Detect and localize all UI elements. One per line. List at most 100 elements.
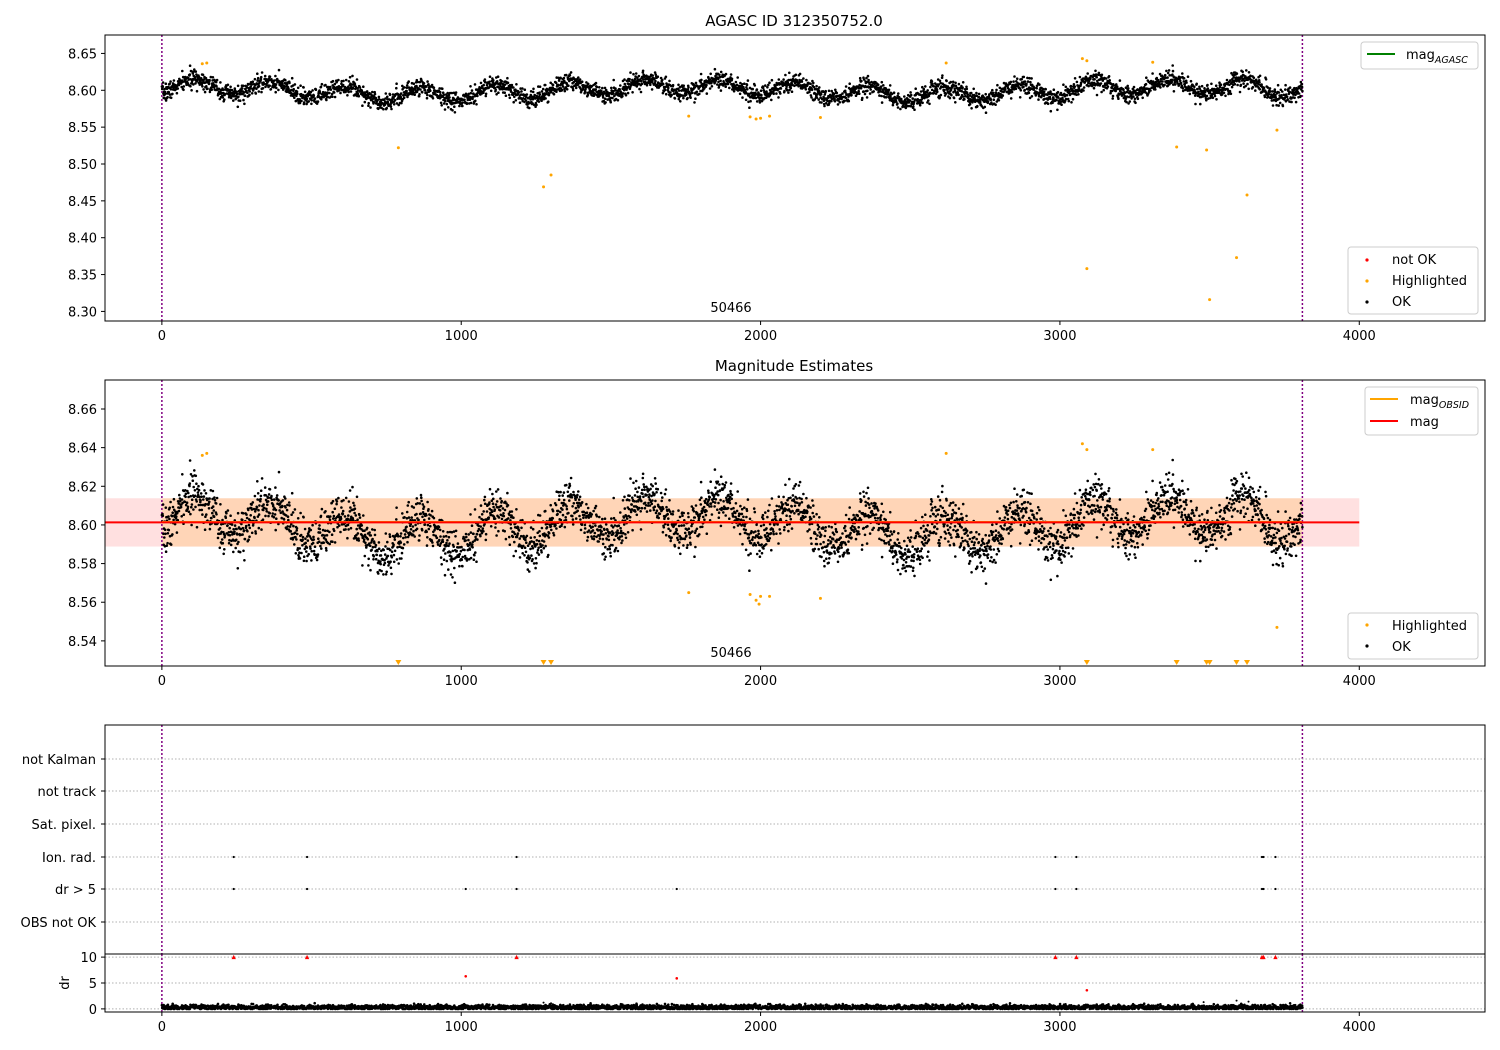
dr-not-ok-point xyxy=(1085,988,1089,992)
highlighted-point xyxy=(818,116,822,120)
flag-point xyxy=(1054,887,1057,891)
highlighted-point xyxy=(944,451,948,455)
estimates-point-legend: Highlighted OK xyxy=(1347,612,1479,660)
y-tick-label: 8.40 xyxy=(68,232,97,247)
dr-clipped-marker xyxy=(514,954,519,960)
highlighted-point xyxy=(759,116,763,120)
y-tick-label: 8.45 xyxy=(68,195,97,210)
highlighted-point xyxy=(205,61,209,65)
dr-clipped-marker xyxy=(1074,954,1079,960)
agasc-point-legend: not OK Highlighted OK xyxy=(1347,246,1479,315)
dr-panel: 0 1000 2000 3000 4000 0 5 10 dr xyxy=(58,951,1486,1035)
estimates-axes-frame xyxy=(104,379,1486,667)
flag-point xyxy=(232,887,235,891)
highlighted-point xyxy=(1205,148,1209,152)
highlighted-point xyxy=(1175,145,1179,149)
legend-ok-label-2: OK xyxy=(1392,640,1411,655)
agasc-plot-area xyxy=(160,35,1304,321)
legend-mag-obsid-label: mag xyxy=(1410,393,1439,408)
flag-point xyxy=(675,887,678,891)
highlighted-point xyxy=(549,173,553,177)
highlighted-point xyxy=(1235,256,1239,260)
highlighted-point xyxy=(687,591,691,595)
legend-ok-marker-2 xyxy=(1365,644,1369,648)
highlighted-point xyxy=(205,451,209,455)
dr-clipped-marker xyxy=(1273,954,1278,960)
svg-text:magAGASC: magAGASC xyxy=(1406,48,1468,66)
agasc-obsid-label: 50466 xyxy=(710,301,751,316)
y-tick-label: 8.66 xyxy=(68,403,97,418)
highlighted-point xyxy=(754,117,758,121)
legend-mag-obsid-sub: OBSID xyxy=(1439,400,1469,411)
flag-point xyxy=(1075,887,1078,891)
x-tick-label: 3000 xyxy=(1043,1020,1076,1035)
flag-row-label: Sat. pixel. xyxy=(32,818,96,833)
flag-point xyxy=(1274,855,1277,859)
dr-point xyxy=(550,1002,553,1005)
highlighted-point xyxy=(1085,267,1089,271)
below-range-marker xyxy=(1173,660,1180,665)
flag-point xyxy=(232,855,235,859)
highlighted-point xyxy=(1080,57,1084,61)
dr-ok-points xyxy=(160,1001,1304,1011)
dr-clipped-marker xyxy=(1053,954,1058,960)
y-tick-label: 8.62 xyxy=(68,480,97,495)
highlighted-point xyxy=(200,62,204,66)
legend-highlighted-label: Highlighted xyxy=(1392,274,1467,289)
x-tick-label: 3000 xyxy=(1043,329,1076,344)
flag-row-label: dr > 5 xyxy=(55,883,96,898)
x-tick-label: 0 xyxy=(158,1020,166,1035)
dr-point xyxy=(542,1001,545,1004)
y-tick-label: 8.50 xyxy=(68,158,97,173)
x-tick-label: 2000 xyxy=(744,1020,777,1035)
highlighted-point xyxy=(1275,128,1279,132)
y-tick-label: 0 xyxy=(89,1003,97,1018)
below-range-marker xyxy=(540,660,547,665)
below-range-marker xyxy=(1083,660,1090,665)
flag-point xyxy=(1274,887,1277,891)
dr-point xyxy=(1202,1001,1205,1004)
dr-plot-area xyxy=(105,954,1485,1012)
highlighted-point xyxy=(757,602,761,606)
highlighted-point xyxy=(1080,442,1084,446)
highlighted-point xyxy=(1275,625,1279,629)
estimates-panel: Magnitude Estimates 0 1000 2000 3000 4000 8.5… xyxy=(68,357,1486,689)
x-tick-label: 1000 xyxy=(445,329,478,344)
highlighted-point xyxy=(687,114,691,118)
highlighted-point xyxy=(759,594,763,598)
svg-text:magOBSID: magOBSID xyxy=(1410,393,1469,411)
flag-point xyxy=(1262,855,1265,859)
flag-row-label: OBS not OK xyxy=(21,916,97,931)
dr-axis-label: dr xyxy=(58,976,73,990)
highlighted-point xyxy=(768,114,772,118)
x-tick-label: 3000 xyxy=(1043,674,1076,689)
x-tick-label: 1000 xyxy=(445,1020,478,1035)
estimates-axis-ticks: 0 1000 2000 3000 4000 8.54 8.56 8.58 8.60 8.62 8.6… xyxy=(68,403,1376,689)
y-tick-label: 8.60 xyxy=(68,519,97,534)
highlighted-point xyxy=(748,115,752,119)
y-tick-label: 8.60 xyxy=(68,84,97,99)
agasc-panel: AGASC ID 312350752.0 0 1000 2000 3000 4000 8.… xyxy=(68,12,1486,344)
flag-row-label: Ion. rad. xyxy=(42,851,96,866)
below-range-marker xyxy=(1244,660,1251,665)
highlighted-point xyxy=(542,185,546,189)
legend-highlighted-marker-2 xyxy=(1365,623,1369,627)
x-tick-label: 0 xyxy=(158,674,166,689)
y-tick-label: 8.65 xyxy=(68,47,97,62)
agasc-line-legend: magAGASC xyxy=(1360,41,1479,70)
y-tick-label: 8.55 xyxy=(68,121,97,136)
agasc-axes-frame xyxy=(104,34,1486,322)
y-tick-label: 8.35 xyxy=(68,269,97,284)
y-tick-label: 8.58 xyxy=(68,558,97,573)
highlighted-point xyxy=(818,596,822,600)
x-tick-label: 4000 xyxy=(1343,329,1376,344)
dr-point xyxy=(1235,999,1238,1002)
highlighted-point xyxy=(396,146,400,150)
x-tick-label: 4000 xyxy=(1343,1020,1376,1035)
legend-ok-label: OK xyxy=(1392,295,1411,310)
legend-mag-agasc-label: mag xyxy=(1406,48,1435,63)
flag-row-label: not Kalman xyxy=(22,753,96,768)
flag-point xyxy=(1054,855,1057,859)
estimates-line-legend: magOBSID mag xyxy=(1364,386,1479,436)
